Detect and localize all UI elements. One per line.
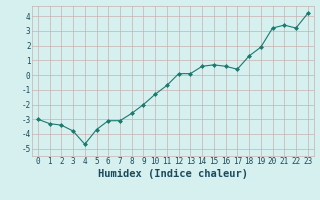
X-axis label: Humidex (Indice chaleur): Humidex (Indice chaleur) — [98, 169, 248, 179]
